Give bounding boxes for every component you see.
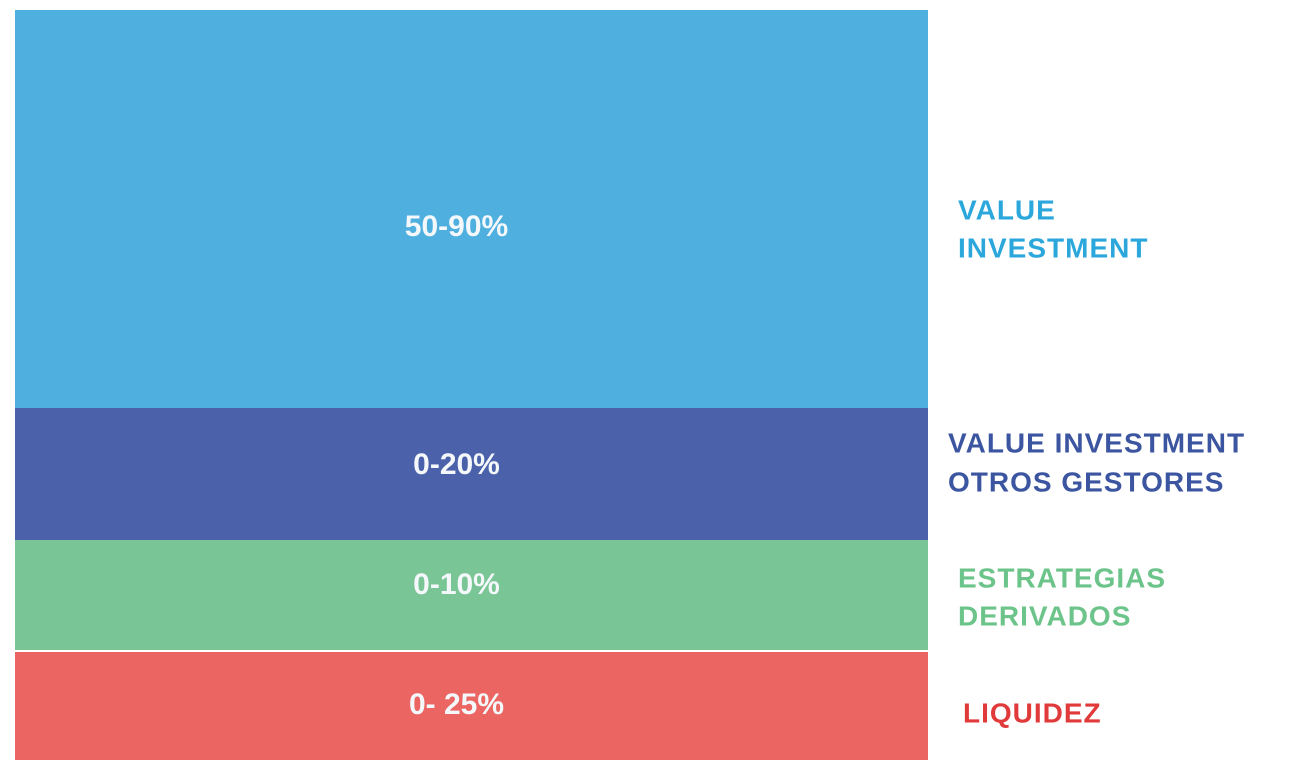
block — [15, 408, 928, 540]
block — [15, 10, 928, 408]
block-range: 50-90% — [405, 210, 508, 243]
block-label: VALUE — [958, 194, 1056, 225]
block-label: VALUE INVESTMENT — [948, 427, 1245, 458]
block-range: 0-10% — [413, 568, 500, 601]
block-range: 0- 25% — [409, 688, 504, 721]
block — [15, 540, 928, 650]
block-label: DERIVADOS — [958, 600, 1131, 631]
block — [15, 652, 928, 760]
block-range: 0-20% — [413, 448, 500, 481]
block-label: OTROS GESTORES — [948, 466, 1224, 497]
block-label: INVESTMENT — [958, 232, 1148, 263]
block-label: LIQUIDEZ — [963, 697, 1102, 728]
block-label: ESTRATEGIAS — [958, 562, 1166, 593]
